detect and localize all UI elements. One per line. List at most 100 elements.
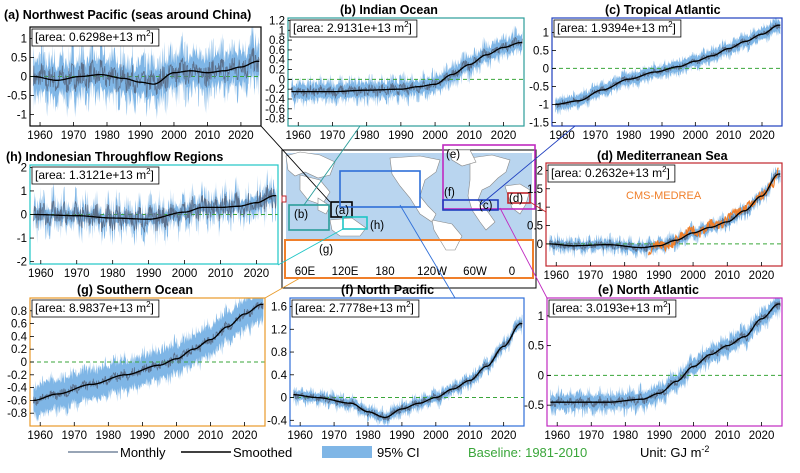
smoothed-line-f (293, 322, 523, 419)
y-tick-label-b: -0.2 (265, 84, 285, 96)
legend-smoothed-label: Smoothed (233, 445, 292, 460)
panel-frame-e (546, 297, 783, 427)
y-tick-label-a: -0.5 (7, 91, 27, 103)
area-exp: 2 (668, 20, 673, 29)
y-tick-label-f: 0 (281, 393, 287, 405)
landmass (447, 149, 477, 167)
monthly-line-b (291, 37, 523, 99)
area-label-h: [area: 1.3121e+13 m2] (35, 167, 154, 182)
area-close: ] (409, 21, 412, 35)
x-tick-label-f: 1980 (355, 430, 381, 442)
x-tick-label-c: 1970 (583, 130, 609, 142)
area-label-d: [area: 0.2632e+13 m2] (551, 165, 670, 180)
x-tick-label-h: 2010 (208, 268, 234, 280)
smoothed-line-b (291, 41, 523, 93)
landmass (467, 154, 511, 231)
x-tick-label-b: 1980 (354, 130, 380, 142)
y-tick-label-d: 1.5 (527, 184, 543, 196)
plot-marks-a (30, 27, 261, 120)
plot-marks-e (547, 298, 782, 419)
legend-ci-swatch (322, 446, 372, 458)
map-box-label-b: (b) (294, 209, 308, 221)
map-box-label-f: (f) (444, 187, 455, 199)
x-tick-label-a: 1970 (61, 130, 87, 142)
y-tick-label-b: -0.6 (265, 104, 285, 116)
y-tick-label-c: -1.5 (529, 117, 549, 129)
y-tick-label-b: 0.2 (269, 65, 285, 77)
plot-marks-f (290, 314, 524, 426)
area-label-e: [area: 3.0193e+13 m2] (552, 300, 671, 315)
area-text: [area: 2.9131e+13 m (293, 21, 404, 35)
x-tick-label-d: 1990 (646, 270, 672, 282)
lon-label: 180 (375, 266, 394, 278)
area-box-c (553, 19, 682, 38)
region-box-g (284, 239, 534, 279)
x-tick-label-c: 1990 (649, 130, 675, 142)
x-tick-label-f: 2020 (491, 430, 517, 442)
connector-line (499, 207, 548, 299)
smoothed-line-d (549, 173, 781, 249)
x-tick-label-a: 2000 (161, 130, 187, 142)
area-box-b (289, 19, 418, 38)
y-tick-label-g: 0.8 (11, 306, 27, 318)
y-tick-label-g: 0.6 (11, 319, 27, 331)
x-tick-label-d: 1980 (612, 270, 638, 282)
x-tick-label-f: 1960 (287, 430, 313, 442)
lon-label: 120W (417, 266, 447, 278)
y-tick-label-b: -0.4 (265, 94, 285, 106)
ci-band-f (293, 314, 523, 426)
area-box-d (547, 164, 676, 183)
x-tick-label-c: 2000 (683, 130, 709, 142)
area-text: [area: 8.9837e+13 m (35, 301, 146, 315)
x-tick-label-d: 1960 (543, 270, 569, 282)
y-tick-label-d: 2 (537, 165, 543, 177)
x-tick-label-b: 1960 (285, 130, 311, 142)
area-exp: 2 (662, 165, 667, 174)
x-tick-label-a: 1980 (94, 130, 120, 142)
x-tick-label-a: 1960 (27, 130, 53, 142)
map-box-label-e: (e) (446, 149, 460, 161)
connector-lines (260, 125, 576, 299)
panel-title-d: (d) Mediterranean Sea (597, 149, 729, 163)
unit-exponent: -2 (701, 444, 709, 454)
area-box-e (548, 299, 677, 318)
map-box-label-a: (a) (335, 205, 349, 217)
x-tick-label-c: 2020 (749, 130, 775, 142)
area-exp: 2 (146, 300, 151, 309)
area-close: ] (411, 301, 414, 315)
plot-marks-b (288, 25, 524, 111)
smoothed-line-e (550, 303, 781, 403)
monthly-line-h (33, 184, 277, 233)
x-tick-label-h: 1960 (28, 268, 54, 280)
unit-prefix: Unit: GJ m (640, 445, 701, 460)
area-text: [area: 0.6298e+13 m (35, 30, 146, 44)
area-text: [area: 0.2632e+13 m (551, 166, 662, 180)
region-box-e (442, 144, 536, 210)
y-tick-label-d: 0 (537, 239, 543, 251)
plot-marks-c (552, 18, 782, 116)
y-tick-label-b: 0.8 (269, 35, 285, 47)
area-exp: 2 (146, 167, 151, 176)
map-box-label-g: (g) (319, 244, 333, 256)
y-tick-label-g: -0.4 (7, 383, 27, 395)
area-close: ] (668, 301, 671, 315)
lon-label: 60E (295, 266, 316, 278)
connector-line (260, 125, 331, 203)
y-tick-label-e: 1 (538, 311, 544, 323)
x-tick-label-e: 2010 (715, 430, 741, 442)
y-tick-label-h: 1 (21, 186, 27, 198)
area-close: ] (667, 166, 670, 180)
monthly-line-a (32, 47, 260, 98)
panel-title-e: (e) North Atlantic (598, 283, 699, 297)
y-tick-label-h: 2 (21, 162, 27, 174)
map-box-label-c: (c) (479, 200, 493, 212)
plot-marks-g (30, 298, 265, 422)
x-tick-label-e: 1980 (613, 430, 639, 442)
legend: Monthly Smoothed 95% CI Baseline: 1981-2… (68, 444, 709, 460)
x-tick-label-g: 2010 (198, 430, 224, 442)
smoothed-line-c (555, 24, 781, 106)
region-box-d (507, 192, 531, 204)
x-tick-label-e: 1960 (544, 430, 570, 442)
x-tick-label-b: 2020 (491, 130, 517, 142)
